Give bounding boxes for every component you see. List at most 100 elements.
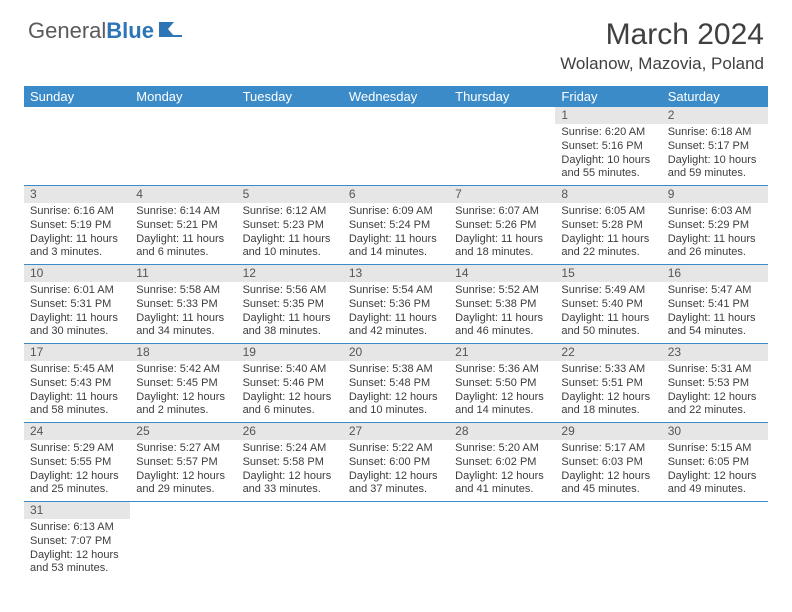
- day-info: Sunrise: 6:12 AMSunset: 5:23 PMDaylight:…: [237, 203, 343, 264]
- sunset-text: Sunset: 5:41 PM: [668, 298, 764, 312]
- calendar-cell: 14Sunrise: 5:52 AMSunset: 5:38 PMDayligh…: [449, 265, 555, 343]
- calendar-cell: 7Sunrise: 6:07 AMSunset: 5:26 PMDaylight…: [449, 186, 555, 264]
- daylight1-text: Daylight: 12 hours: [30, 470, 126, 484]
- daylight1-text: Daylight: 11 hours: [243, 312, 339, 326]
- sunrise-text: Sunrise: 5:56 AM: [243, 284, 339, 298]
- daylight2-text: and 25 minutes.: [30, 483, 126, 497]
- day-info: Sunrise: 5:24 AMSunset: 5:58 PMDaylight:…: [237, 440, 343, 501]
- daylight1-text: Daylight: 12 hours: [136, 470, 232, 484]
- sunset-text: Sunset: 5:36 PM: [349, 298, 445, 312]
- day-info: Sunrise: 6:20 AMSunset: 5:16 PMDaylight:…: [555, 124, 661, 185]
- calendar-cell: 9Sunrise: 6:03 AMSunset: 5:29 PMDaylight…: [662, 186, 768, 264]
- daylight2-text: and 53 minutes.: [30, 562, 126, 576]
- weekday-label: Wednesday: [343, 86, 449, 107]
- calendar-cell: 16Sunrise: 5:47 AMSunset: 5:41 PMDayligh…: [662, 265, 768, 343]
- sunrise-text: Sunrise: 5:17 AM: [561, 442, 657, 456]
- daylight1-text: Daylight: 12 hours: [561, 470, 657, 484]
- day-number: 22: [555, 344, 661, 361]
- sunset-text: Sunset: 5:48 PM: [349, 377, 445, 391]
- daylight1-text: Daylight: 12 hours: [136, 391, 232, 405]
- sunrise-text: Sunrise: 6:14 AM: [136, 205, 232, 219]
- calendar-cell: 28Sunrise: 5:20 AMSunset: 6:02 PMDayligh…: [449, 423, 555, 501]
- sunrise-text: Sunrise: 5:27 AM: [136, 442, 232, 456]
- weekday-label: Saturday: [662, 86, 768, 107]
- calendar-cell: [449, 107, 555, 185]
- day-number: 19: [237, 344, 343, 361]
- sunrise-text: Sunrise: 6:07 AM: [455, 205, 551, 219]
- daylight2-text: and 55 minutes.: [561, 167, 657, 181]
- daylight1-text: Daylight: 11 hours: [455, 233, 551, 247]
- daylight2-text: and 6 minutes.: [136, 246, 232, 260]
- calendar-cell: [343, 502, 449, 580]
- day-number: 24: [24, 423, 130, 440]
- day-info: Sunrise: 6:16 AMSunset: 5:19 PMDaylight:…: [24, 203, 130, 264]
- day-number: 14: [449, 265, 555, 282]
- sunset-text: Sunset: 5:23 PM: [243, 219, 339, 233]
- daylight2-text: and 46 minutes.: [455, 325, 551, 339]
- daylight1-text: Daylight: 11 hours: [30, 391, 126, 405]
- sunrise-text: Sunrise: 6:09 AM: [349, 205, 445, 219]
- sunset-text: Sunset: 5:19 PM: [30, 219, 126, 233]
- day-info: Sunrise: 6:18 AMSunset: 5:17 PMDaylight:…: [662, 124, 768, 185]
- sunset-text: Sunset: 5:58 PM: [243, 456, 339, 470]
- sunset-text: Sunset: 6:03 PM: [561, 456, 657, 470]
- day-info: Sunrise: 6:01 AMSunset: 5:31 PMDaylight:…: [24, 282, 130, 343]
- calendar-cell: 25Sunrise: 5:27 AMSunset: 5:57 PMDayligh…: [130, 423, 236, 501]
- day-number: 9: [662, 186, 768, 203]
- weekday-header: Sunday Monday Tuesday Wednesday Thursday…: [24, 86, 768, 107]
- daylight2-text: and 34 minutes.: [136, 325, 232, 339]
- day-number: 18: [130, 344, 236, 361]
- day-number: 28: [449, 423, 555, 440]
- day-number: 5: [237, 186, 343, 203]
- sunrise-text: Sunrise: 5:42 AM: [136, 363, 232, 377]
- day-number: 31: [24, 502, 130, 519]
- calendar-cell: 24Sunrise: 5:29 AMSunset: 5:55 PMDayligh…: [24, 423, 130, 501]
- sunset-text: Sunset: 5:46 PM: [243, 377, 339, 391]
- calendar-cell: 1Sunrise: 6:20 AMSunset: 5:16 PMDaylight…: [555, 107, 661, 185]
- sunset-text: Sunset: 5:31 PM: [30, 298, 126, 312]
- day-info: Sunrise: 5:52 AMSunset: 5:38 PMDaylight:…: [449, 282, 555, 343]
- sunset-text: Sunset: 5:53 PM: [668, 377, 764, 391]
- day-number: 13: [343, 265, 449, 282]
- calendar-cell: [24, 107, 130, 185]
- day-info: Sunrise: 6:09 AMSunset: 5:24 PMDaylight:…: [343, 203, 449, 264]
- sunset-text: Sunset: 5:50 PM: [455, 377, 551, 391]
- calendar-cell: 15Sunrise: 5:49 AMSunset: 5:40 PMDayligh…: [555, 265, 661, 343]
- day-number: 12: [237, 265, 343, 282]
- day-info: Sunrise: 5:58 AMSunset: 5:33 PMDaylight:…: [130, 282, 236, 343]
- daylight1-text: Daylight: 11 hours: [561, 312, 657, 326]
- daylight2-text: and 59 minutes.: [668, 167, 764, 181]
- sunset-text: Sunset: 5:17 PM: [668, 140, 764, 154]
- sunset-text: Sunset: 7:07 PM: [30, 535, 126, 549]
- day-info: Sunrise: 5:36 AMSunset: 5:50 PMDaylight:…: [449, 361, 555, 422]
- sunrise-text: Sunrise: 6:13 AM: [30, 521, 126, 535]
- daylight2-text: and 37 minutes.: [349, 483, 445, 497]
- calendar: Sunday Monday Tuesday Wednesday Thursday…: [24, 86, 768, 580]
- daylight2-text: and 10 minutes.: [243, 246, 339, 260]
- daylight2-text: and 14 minutes.: [349, 246, 445, 260]
- day-info: Sunrise: 5:22 AMSunset: 6:00 PMDaylight:…: [343, 440, 449, 501]
- logo: GeneralBlue: [28, 18, 184, 44]
- daylight2-text: and 30 minutes.: [30, 325, 126, 339]
- daylight1-text: Daylight: 11 hours: [136, 233, 232, 247]
- daylight2-text: and 26 minutes.: [668, 246, 764, 260]
- daylight1-text: Daylight: 11 hours: [668, 233, 764, 247]
- day-info: Sunrise: 5:45 AMSunset: 5:43 PMDaylight:…: [24, 361, 130, 422]
- daylight2-text: and 18 minutes.: [561, 404, 657, 418]
- sunrise-text: Sunrise: 6:18 AM: [668, 126, 764, 140]
- daylight2-text: and 41 minutes.: [455, 483, 551, 497]
- calendar-cell: 30Sunrise: 5:15 AMSunset: 6:05 PMDayligh…: [662, 423, 768, 501]
- calendar-cell: 31Sunrise: 6:13 AMSunset: 7:07 PMDayligh…: [24, 502, 130, 580]
- sunrise-text: Sunrise: 5:22 AM: [349, 442, 445, 456]
- sunrise-text: Sunrise: 5:24 AM: [243, 442, 339, 456]
- sunset-text: Sunset: 6:05 PM: [668, 456, 764, 470]
- daylight1-text: Daylight: 11 hours: [349, 312, 445, 326]
- sunrise-text: Sunrise: 5:49 AM: [561, 284, 657, 298]
- daylight2-text: and 14 minutes.: [455, 404, 551, 418]
- day-number: 7: [449, 186, 555, 203]
- header: GeneralBlue March 2024 Wolanow, Mazovia,…: [0, 0, 792, 80]
- daylight1-text: Daylight: 11 hours: [30, 312, 126, 326]
- sunrise-text: Sunrise: 5:33 AM: [561, 363, 657, 377]
- sunset-text: Sunset: 5:55 PM: [30, 456, 126, 470]
- weekday-label: Tuesday: [237, 86, 343, 107]
